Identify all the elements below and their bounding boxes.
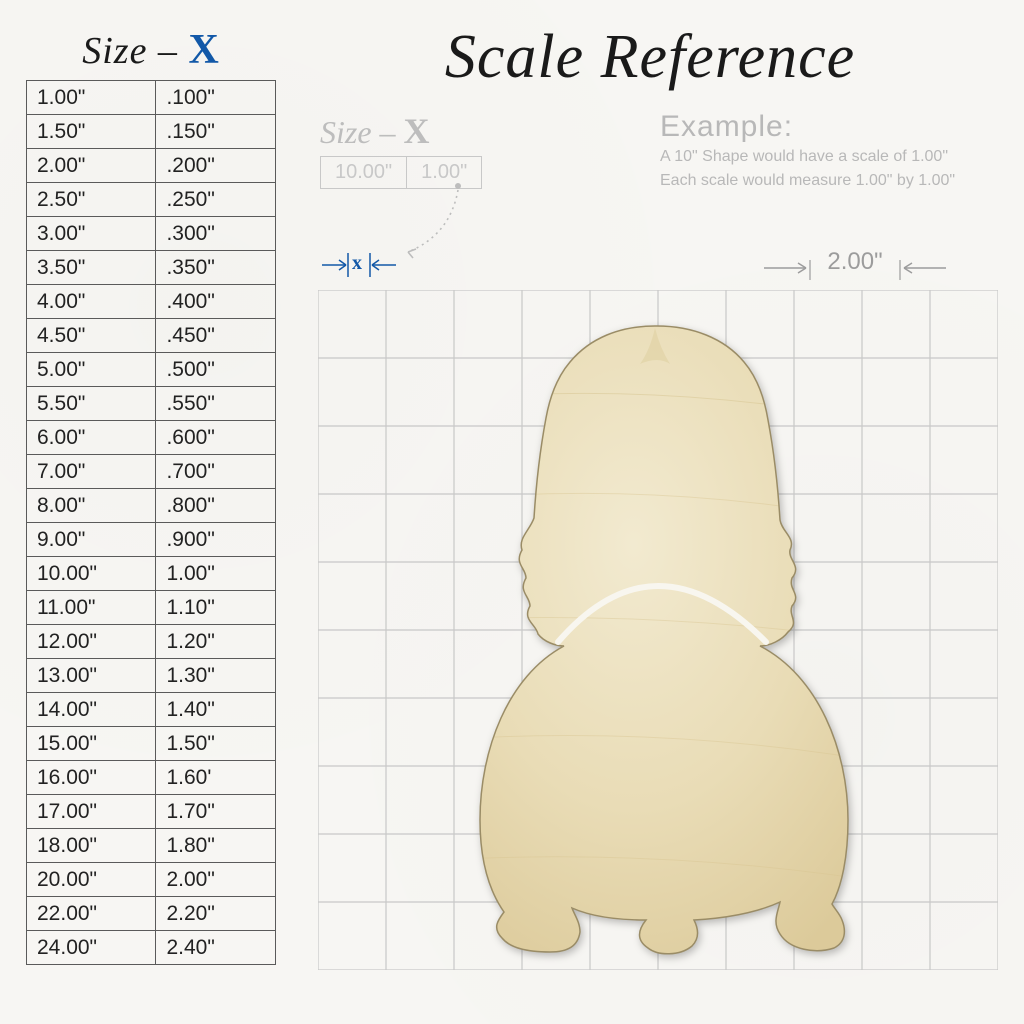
- table-cell: .250": [156, 183, 276, 217]
- table-cell: 11.00": [27, 591, 156, 625]
- table-cell: 1.20": [156, 625, 276, 659]
- table-cell: .350": [156, 251, 276, 285]
- page-title: Scale Reference: [310, 22, 990, 93]
- table-cell: .800": [156, 489, 276, 523]
- table-row: 12.00"1.20": [27, 625, 276, 659]
- table-row: 9.00".900": [27, 523, 276, 557]
- table-cell: 10.00": [27, 557, 156, 591]
- table-row: 13.00"1.30": [27, 659, 276, 693]
- sub-size-prefix: Size –: [320, 114, 396, 150]
- example-line2: Each scale would measure 1.00" by 1.00": [660, 170, 1000, 192]
- table-row: 1.50".150": [27, 115, 276, 149]
- table-cell: .100": [156, 81, 276, 115]
- table-cell: .500": [156, 353, 276, 387]
- table-cell: 15.00": [27, 727, 156, 761]
- table-cell: 6.00": [27, 421, 156, 455]
- table-cell: .600": [156, 421, 276, 455]
- scale-2-label: 2.00": [827, 248, 882, 275]
- table-cell: .300": [156, 217, 276, 251]
- table-cell: 2.00": [27, 149, 156, 183]
- table-row: 7.00".700": [27, 455, 276, 489]
- mini-cell-0: 10.00": [321, 157, 407, 189]
- mini-size-table: 10.00" 1.00": [320, 156, 482, 189]
- table-cell: 20.00": [27, 863, 156, 897]
- table-cell: 22.00": [27, 897, 156, 931]
- table-row: 4.50".450": [27, 319, 276, 353]
- table-cell: 7.00": [27, 455, 156, 489]
- table-row: 5.50".550": [27, 387, 276, 421]
- size-table: 1.00".100"1.50".150"2.00".200"2.50".250"…: [26, 80, 276, 965]
- table-cell: .700": [156, 455, 276, 489]
- table-row: 11.00"1.10": [27, 591, 276, 625]
- table-cell: 1.60': [156, 761, 276, 795]
- table-cell: 2.20": [156, 897, 276, 931]
- table-row: 8.00".800": [27, 489, 276, 523]
- size-header-x: X: [188, 27, 219, 73]
- size-table-panel: Size – X 1.00".100"1.50".150"2.00".200"2…: [26, 26, 276, 965]
- table-cell: 5.50": [27, 387, 156, 421]
- example-line1: A 10" Shape would have a scale of 1.00": [660, 146, 1000, 168]
- table-cell: .150": [156, 115, 276, 149]
- table-row: 16.00"1.60': [27, 761, 276, 795]
- table-row: 24.00"2.40": [27, 931, 276, 965]
- table-cell: 2.40": [156, 931, 276, 965]
- table-cell: 13.00": [27, 659, 156, 693]
- table-cell: 1.80": [156, 829, 276, 863]
- table-cell: 2.50": [27, 183, 156, 217]
- table-cell: 1.50": [156, 727, 276, 761]
- table-cell: .550": [156, 387, 276, 421]
- table-cell: 1.30": [156, 659, 276, 693]
- table-row: 3.00".300": [27, 217, 276, 251]
- table-cell: 24.00": [27, 931, 156, 965]
- table-cell: 12.00": [27, 625, 156, 659]
- table-row: 15.00"1.50": [27, 727, 276, 761]
- table-row: 20.00"2.00": [27, 863, 276, 897]
- table-row: 2.50".250": [27, 183, 276, 217]
- table-cell: 14.00": [27, 693, 156, 727]
- example-heading: Example:: [660, 110, 1000, 144]
- table-cell: .450": [156, 319, 276, 353]
- table-cell: 1.10": [156, 591, 276, 625]
- table-cell: 17.00": [27, 795, 156, 829]
- size-header-prefix: Size –: [82, 30, 178, 72]
- table-cell: 16.00": [27, 761, 156, 795]
- table-cell: 2.00": [156, 863, 276, 897]
- table-cell: 18.00": [27, 829, 156, 863]
- example-block: Size – X 10.00" 1.00" Example: A 10" Sha…: [320, 110, 1000, 189]
- table-cell: 1.00": [156, 557, 276, 591]
- table-row: 6.00".600": [27, 421, 276, 455]
- table-cell: 3.50": [27, 251, 156, 285]
- table-cell: .200": [156, 149, 276, 183]
- table-cell: 1.00": [27, 81, 156, 115]
- table-cell: 5.00": [27, 353, 156, 387]
- table-row: 4.00".400": [27, 285, 276, 319]
- table-cell: 4.00": [27, 285, 156, 319]
- table-cell: 1.40": [156, 693, 276, 727]
- table-cell: 3.00": [27, 217, 156, 251]
- sub-size-x: X: [404, 111, 430, 151]
- table-row: 18.00"1.80": [27, 829, 276, 863]
- table-row: 14.00"1.40": [27, 693, 276, 727]
- table-row: 17.00"1.70": [27, 795, 276, 829]
- mini-cell-1: 1.00": [407, 157, 482, 189]
- size-header: Size – X: [26, 26, 276, 74]
- table-cell: 9.00": [27, 523, 156, 557]
- table-row: 2.00".200": [27, 149, 276, 183]
- table-cell: .900": [156, 523, 276, 557]
- table-row: 10.00"1.00": [27, 557, 276, 591]
- dog-silhouette: [480, 326, 848, 954]
- table-cell: .400": [156, 285, 276, 319]
- scale-2-indicator: 2.00": [760, 248, 950, 282]
- table-row: 22.00"2.20": [27, 897, 276, 931]
- x-indicator-label: x: [352, 252, 362, 275]
- table-cell: 4.50": [27, 319, 156, 353]
- table-row: 5.00".500": [27, 353, 276, 387]
- table-cell: 1.70": [156, 795, 276, 829]
- table-row: 3.50".350": [27, 251, 276, 285]
- example-text: Example: A 10" Shape would have a scale …: [660, 110, 1000, 193]
- table-cell: 8.00": [27, 489, 156, 523]
- table-cell: 1.50": [27, 115, 156, 149]
- table-row: 1.00".100": [27, 81, 276, 115]
- wood-shape: [440, 320, 870, 960]
